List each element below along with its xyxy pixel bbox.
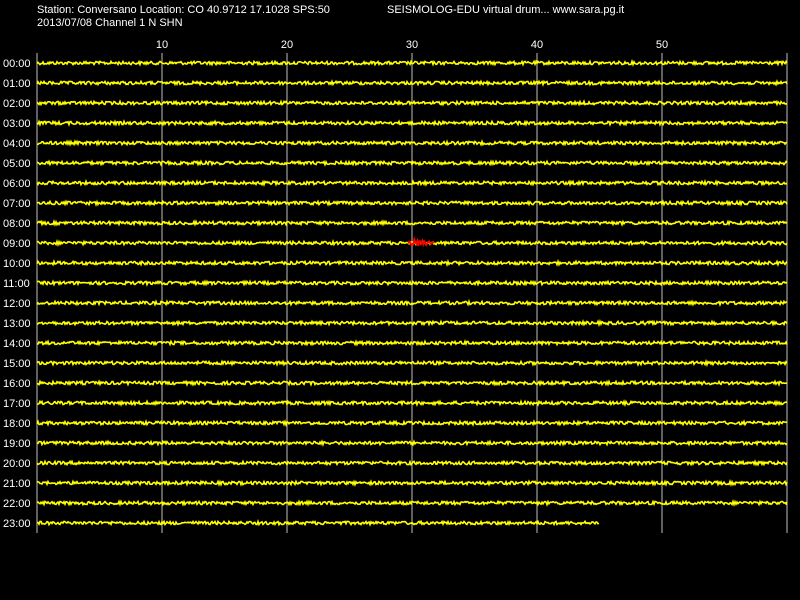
trace-layer bbox=[36, 58, 788, 527]
hour-row-label: 16:00 bbox=[3, 378, 31, 390]
minute-tick-label: 40 bbox=[531, 39, 543, 51]
seismic-trace-row bbox=[36, 518, 600, 527]
hour-row-label: 09:00 bbox=[3, 238, 31, 250]
seismic-trace-row bbox=[36, 358, 788, 368]
seismic-trace-row bbox=[36, 479, 788, 487]
hour-row-label: 02:00 bbox=[3, 98, 31, 110]
seismic-trace-row bbox=[36, 119, 788, 128]
seismic-trace-row bbox=[36, 178, 788, 188]
hour-row-label: 01:00 bbox=[3, 78, 31, 90]
label-layer: 10 20 30 40 50 00:00 01:00 02:00 03:00 04:00 05:00… bbox=[3, 39, 668, 530]
grid-layer bbox=[36, 53, 788, 533]
seismic-trace-row bbox=[36, 418, 788, 428]
station-info: Station: Conversano Location: CO 40.9712… bbox=[37, 4, 330, 16]
seismic-trace-row bbox=[36, 279, 788, 287]
hour-row-label: 23:00 bbox=[3, 518, 31, 530]
minute-tick-label: 20 bbox=[281, 39, 293, 51]
seismic-trace-row bbox=[36, 339, 788, 347]
seismic-trace-row bbox=[36, 99, 788, 107]
seismic-trace-row bbox=[36, 399, 788, 408]
hour-row-label: 13:00 bbox=[3, 318, 31, 330]
hour-row-label: 08:00 bbox=[3, 218, 31, 230]
hour-row-label: 06:00 bbox=[3, 178, 31, 190]
hour-row-label: 12:00 bbox=[3, 298, 31, 310]
hour-row-label: 11:00 bbox=[3, 278, 30, 290]
hour-row-label: 03:00 bbox=[3, 118, 31, 130]
seismic-trace-row bbox=[36, 439, 788, 447]
hour-row-label: 04:00 bbox=[3, 138, 31, 150]
minute-tick-label: 50 bbox=[656, 39, 668, 51]
seismic-trace-row bbox=[36, 219, 788, 227]
hour-row-label: 14:00 bbox=[3, 338, 31, 350]
seismic-trace-row bbox=[36, 319, 788, 328]
seismic-trace-row bbox=[36, 298, 788, 307]
seismic-event-trace bbox=[407, 235, 435, 248]
hour-row-label: 19:00 bbox=[3, 438, 31, 450]
minute-tick-label: 10 bbox=[156, 39, 168, 51]
hour-row-label: 00:00 bbox=[3, 58, 31, 70]
hour-row-label: 05:00 bbox=[3, 158, 31, 170]
hour-row-label: 07:00 bbox=[3, 198, 31, 210]
seismic-trace-row bbox=[36, 58, 788, 67]
seismic-trace-row bbox=[36, 379, 788, 387]
hour-row-label: 15:00 bbox=[3, 358, 31, 370]
seismic-trace-row bbox=[36, 499, 788, 507]
hour-row-label: 22:00 bbox=[3, 498, 31, 510]
hour-row-label: 21:00 bbox=[3, 478, 31, 490]
minute-tick-label: 30 bbox=[406, 39, 418, 51]
seismic-trace-row bbox=[36, 79, 788, 87]
hour-row-label: 18:00 bbox=[3, 418, 31, 430]
seismic-trace-row bbox=[36, 139, 788, 147]
hour-row-label: 17:00 bbox=[3, 398, 31, 410]
seismic-trace-row bbox=[36, 459, 788, 467]
seismic-trace-row bbox=[36, 199, 788, 207]
seismic-trace-row bbox=[36, 258, 788, 268]
seismic-trace-row bbox=[36, 159, 788, 167]
seismic-trace-row bbox=[36, 238, 788, 247]
hour-row-label: 10:00 bbox=[3, 258, 31, 270]
hour-row-label: 20:00 bbox=[3, 458, 31, 470]
date-channel-info: 2013/07/08 Channel 1 N SHN bbox=[37, 17, 183, 29]
app-title: SEISMOLOG-EDU virtual drum... www.sara.p… bbox=[387, 4, 625, 16]
